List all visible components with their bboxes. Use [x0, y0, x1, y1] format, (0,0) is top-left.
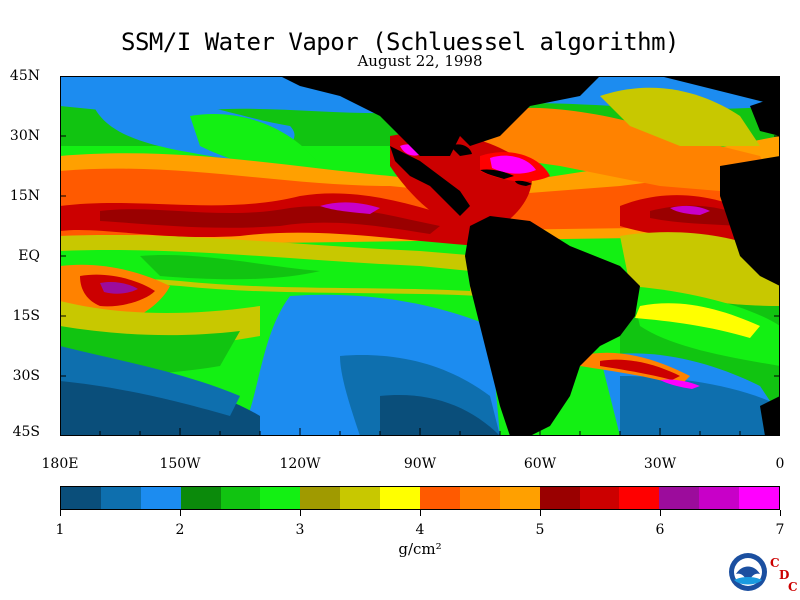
colorbar-swatch	[539, 487, 580, 509]
colorbar-swatch	[300, 487, 341, 509]
colorbar-swatch	[100, 487, 141, 509]
lat-label-30s: 30S	[12, 368, 40, 384]
lat-label-15n: 15N	[9, 188, 40, 204]
water-vapor-map	[60, 76, 780, 436]
colorbar-swatch	[420, 487, 460, 509]
noaa-icon	[728, 552, 768, 592]
lon-label-60w: 60W	[523, 456, 557, 472]
lon-label-90w: 90W	[403, 456, 437, 472]
cdc-letter-c2: C	[788, 580, 798, 594]
colorbar-tick	[299, 510, 301, 516]
map-title: SSM/I Water Vapor (Schluessel algorithm)	[121, 28, 679, 56]
colorbar-swatch	[61, 487, 101, 509]
cdc-letter-d: D	[779, 568, 790, 582]
colorbar-tick	[59, 510, 61, 516]
colorbar	[60, 486, 780, 510]
lat-label-45s: 45S	[12, 424, 40, 440]
lat-label-30n: 30N	[9, 128, 40, 144]
lat-label-15s: 15S	[12, 308, 40, 324]
colorbar-swatch	[699, 487, 740, 509]
lon-label-30w: 30W	[643, 456, 677, 472]
colorbar-swatch	[180, 487, 221, 509]
cdc-letter-c1: C	[770, 556, 780, 570]
colorbar-swatch	[140, 487, 181, 509]
colorbar-tick-label: 4	[415, 522, 425, 538]
colorbar-swatch	[619, 487, 660, 509]
colorbar-tick-label: 6	[655, 522, 665, 538]
colorbar-tick-label: 3	[295, 522, 305, 538]
colorbar-tick	[659, 510, 661, 516]
colorbar-tick	[539, 510, 541, 516]
colorbar-swatch	[380, 487, 421, 509]
colorbar-swatch	[499, 487, 540, 509]
lat-label-eq: EQ	[18, 248, 40, 264]
lon-label-120w: 120W	[279, 456, 321, 472]
colorbar-units: g/cm²	[398, 540, 442, 558]
colorbar-swatch	[340, 487, 381, 509]
lat-label-45n: 45N	[9, 68, 40, 84]
colorbar-swatch	[659, 487, 700, 509]
colorbar-swatch	[260, 487, 301, 509]
colorbar-tick	[779, 510, 781, 516]
colorbar-tick-label: 2	[175, 522, 185, 538]
lon-label-150w: 150W	[159, 456, 201, 472]
colorbar-tick-label: 1	[55, 522, 65, 538]
colorbar-swatch	[220, 487, 261, 509]
colorbar-tick	[179, 510, 181, 516]
colorbar-tick-label: 7	[775, 522, 785, 538]
colorbar-tick-label: 5	[535, 522, 545, 538]
colorbar-swatch	[739, 487, 780, 509]
colorbar-swatch	[579, 487, 620, 509]
map-date: August 22, 1998	[357, 52, 483, 70]
lon-label-180e: 180E	[41, 456, 79, 472]
colorbar-tick	[419, 510, 421, 516]
lon-label-0: 0	[775, 456, 785, 472]
colorbar-swatch	[459, 487, 500, 509]
